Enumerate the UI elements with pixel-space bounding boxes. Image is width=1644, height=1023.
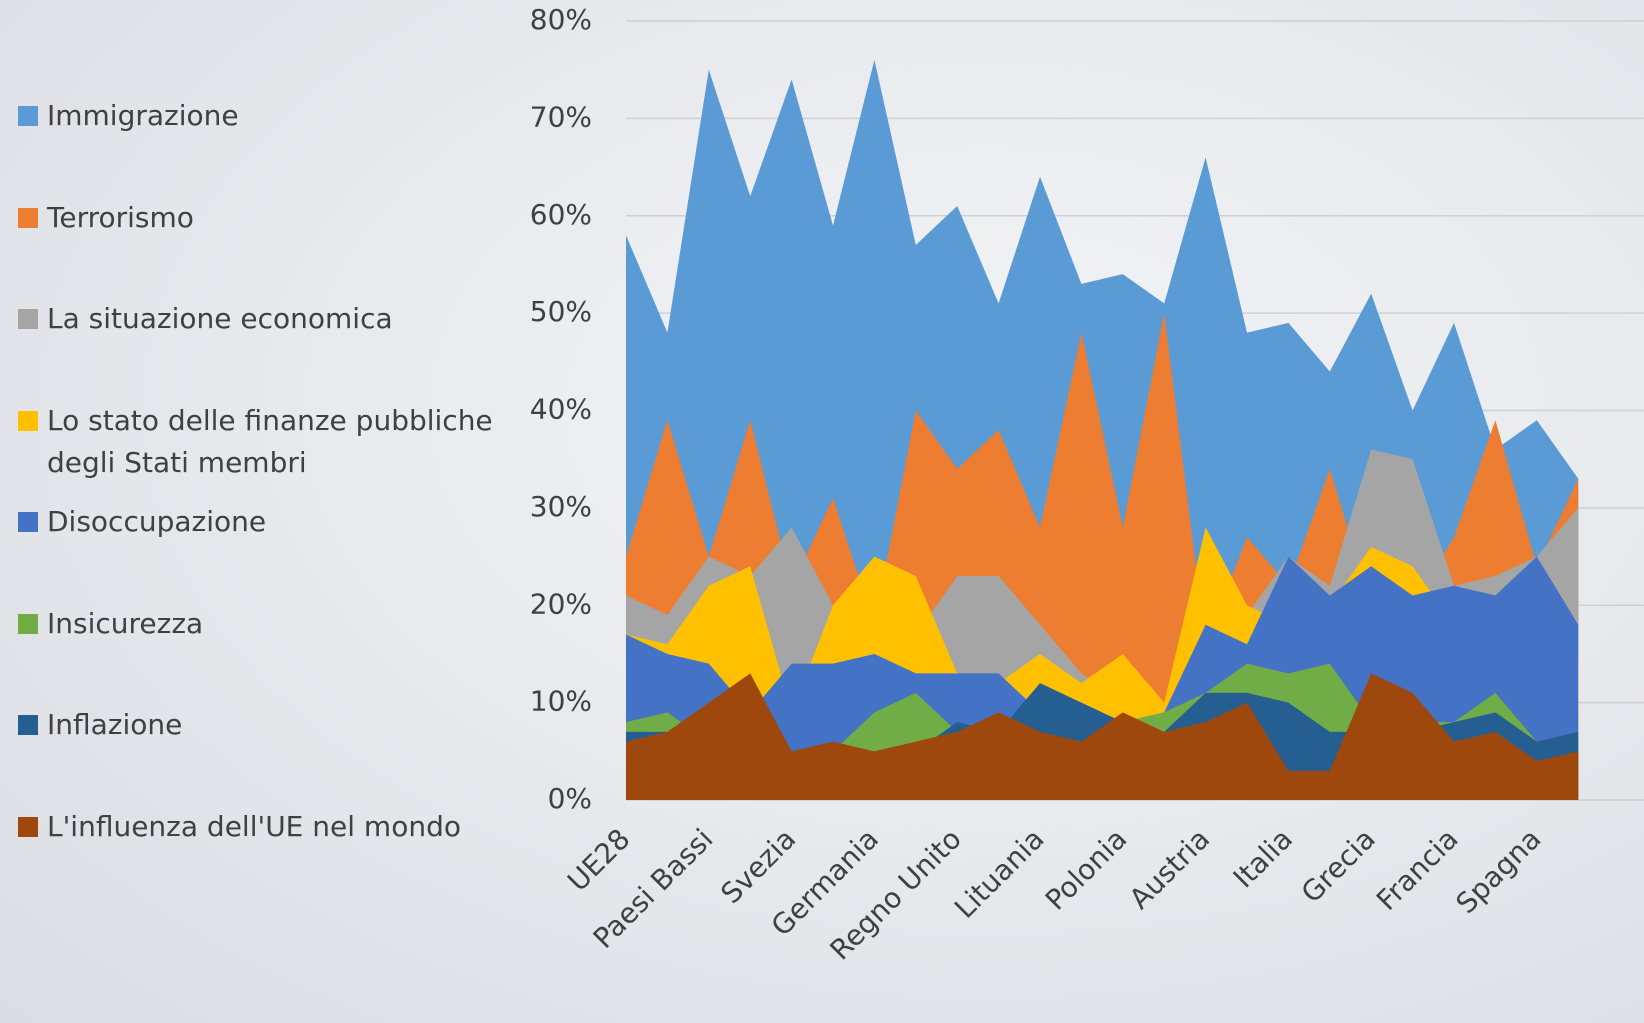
legend-label: Terrorismo (47, 200, 194, 234)
legend-swatch (18, 106, 38, 126)
legend-label: Inflazione (47, 708, 183, 741)
legend-entry: L'influenza dell'UE nel mondo (18, 806, 518, 848)
x-tick-label: Francia (1370, 822, 1465, 917)
legend-entry: Immigrazione (18, 95, 518, 137)
legend-label: La situazione economica (47, 302, 393, 335)
legend-entry: Insicurezza (18, 603, 518, 645)
y-tick-label: 80% (530, 3, 592, 36)
y-tick-label: 40% (530, 393, 592, 426)
legend-swatch (18, 309, 38, 329)
y-tick-label: 30% (530, 490, 592, 523)
x-tick-label: Polonia (1039, 822, 1133, 916)
legend-swatch (18, 613, 38, 634)
area (626, 673, 1579, 800)
legend-entry: Inflazione (18, 704, 518, 746)
legend-entry: La situazione economica (18, 298, 518, 340)
y-tick-label: 10% (530, 685, 592, 718)
x-tick-label: Austria (1123, 822, 1216, 915)
legend-label: Immigrazione (47, 99, 239, 132)
y-tick-label: 20% (530, 587, 592, 620)
legend-entry: Disoccupazione (18, 501, 518, 543)
x-tick-label: Spagna (1450, 822, 1548, 920)
y-tick-label: 0% (548, 782, 592, 815)
x-tick-label: Grecia (1295, 822, 1382, 909)
x-tick-label: UE28 (561, 822, 637, 898)
y-tick-label: 50% (530, 295, 592, 328)
legend-swatch (18, 207, 38, 228)
legend-entry: Lo stato delle finanze pubbliche degli S… (18, 400, 518, 484)
legend-swatch (18, 715, 38, 735)
legend-swatch (18, 410, 38, 431)
legend-label: L'influenza dell'UE nel mondo (47, 809, 461, 843)
legend-swatch (18, 816, 38, 837)
legend-label: Insicurezza (47, 606, 204, 640)
legend-label: Lo stato delle finanze pubbliche degli S… (47, 403, 493, 479)
x-tick-label: Italia (1227, 822, 1299, 894)
legend-label: Disoccupazione (47, 505, 267, 538)
legend-entry: Terrorismo (18, 197, 518, 239)
x-tick-label: Lituania (948, 822, 1050, 924)
y-tick-label: 70% (530, 100, 592, 133)
y-tick-label: 60% (530, 198, 592, 231)
legend-swatch (18, 512, 38, 532)
